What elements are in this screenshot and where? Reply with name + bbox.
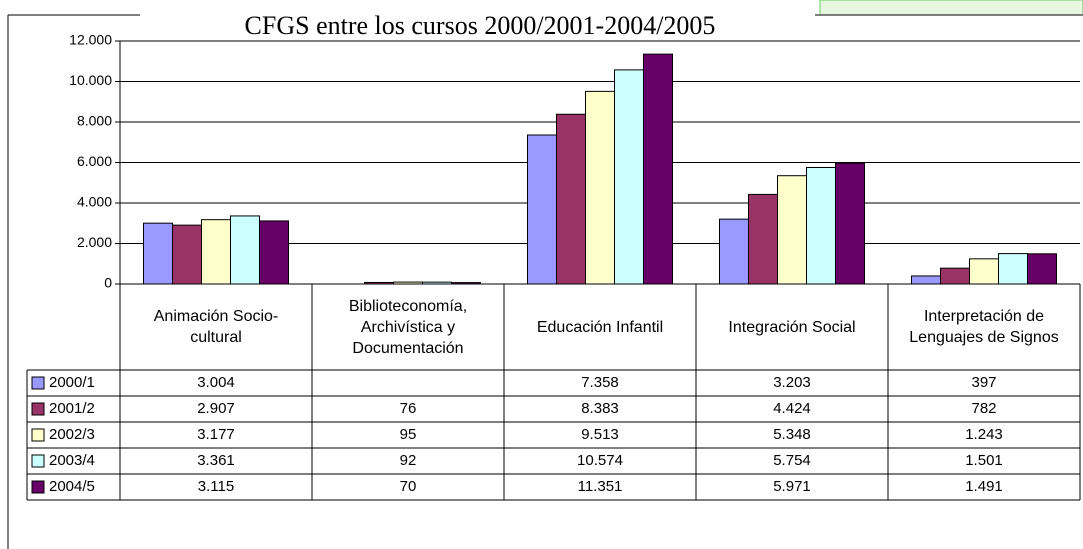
data-table-value: 3.361 (197, 452, 235, 469)
legend-label: 2002/3 (49, 426, 95, 443)
x-tick-label: Animación Socio-cultural (153, 308, 279, 346)
bar (201, 219, 231, 285)
legend-label: 2001/2 (49, 400, 95, 417)
data-table-value: 3.004 (197, 374, 235, 391)
x-tick-label: Integración Social (728, 318, 856, 336)
data-table-value: 3.177 (197, 426, 235, 443)
bar (1027, 253, 1057, 285)
y-tick-label: 2.000 (77, 234, 112, 250)
y-tick-label: 10.000 (69, 72, 112, 88)
data-table-value: 9.513 (581, 426, 619, 443)
category-cell: Interpretación de Lenguajes de Signos (909, 308, 1059, 346)
data-table-value: 397 (971, 374, 996, 391)
bar (835, 162, 865, 285)
bar (911, 275, 941, 285)
data-table-value: 782 (971, 400, 996, 417)
bar (230, 215, 260, 285)
data-table-value: 2.907 (197, 400, 235, 417)
bar (172, 224, 202, 285)
legend-key (31, 376, 45, 390)
data-table-value: 3.203 (773, 374, 811, 391)
data-table-value: 5.971 (773, 478, 811, 495)
x-tick-label: Educación Infantil (536, 318, 664, 336)
y-tick-label: 12.000 (69, 32, 112, 48)
bar (527, 134, 557, 285)
legend-label: 2000/1 (49, 374, 95, 391)
data-table-value: 1.243 (965, 426, 1003, 443)
chart-title: CFGS entre los cursos 2000/2001-2004/200… (245, 11, 716, 40)
category-cell: Educación Infantil (536, 318, 664, 336)
legend-key (31, 454, 45, 468)
bar (614, 69, 644, 285)
y-tick-label: 6.000 (77, 153, 112, 169)
data-table-value: 5.348 (773, 426, 811, 443)
data-table-value: 10.574 (577, 452, 623, 469)
legend-label: 2003/4 (49, 452, 95, 469)
legend-label: 2004/5 (49, 478, 95, 495)
category-cell: Animación Socio-cultural (153, 308, 279, 346)
legend-key (31, 480, 45, 494)
data-table-value: 95 (400, 426, 417, 443)
bar (998, 253, 1028, 285)
bar (748, 193, 778, 285)
data-table-value: 8.383 (581, 400, 619, 417)
background-cell (819, 0, 1083, 16)
y-tick-label: 0 (104, 275, 112, 291)
bar (259, 220, 289, 285)
bar (806, 166, 836, 285)
legend-key (31, 402, 45, 416)
bar (719, 218, 749, 285)
data-table-value: 3.115 (198, 478, 234, 495)
category-cell: Integración Social (728, 318, 856, 336)
category-cell: Biblioteconomía, Archivística y Document… (348, 297, 468, 357)
data-table-value: 7.358 (581, 374, 619, 391)
data-table-value: 1.501 (965, 452, 1003, 469)
data-table-value: 70 (400, 478, 417, 495)
data-table-value: 92 (400, 452, 417, 469)
x-tick-label: Interpretación de Lenguajes de Signos (909, 308, 1059, 346)
x-tick-label: Biblioteconomía, Archivística y Document… (348, 297, 468, 357)
bar (643, 53, 673, 285)
data-table-value: 76 (400, 400, 417, 417)
bar (940, 267, 970, 285)
data-table-value: 4.424 (773, 400, 811, 417)
bar (585, 90, 615, 285)
data-table-value: 11.351 (578, 478, 623, 495)
legend-key (31, 428, 45, 442)
bar (143, 222, 173, 285)
bar (777, 175, 807, 285)
bar (969, 258, 999, 285)
bar (451, 282, 481, 285)
y-tick-label: 8.000 (77, 113, 112, 129)
bar (556, 113, 586, 285)
data-table-value: 1.491 (965, 478, 1003, 495)
data-table-value: 5.754 (773, 452, 811, 469)
y-tick-label: 4.000 (77, 194, 112, 210)
